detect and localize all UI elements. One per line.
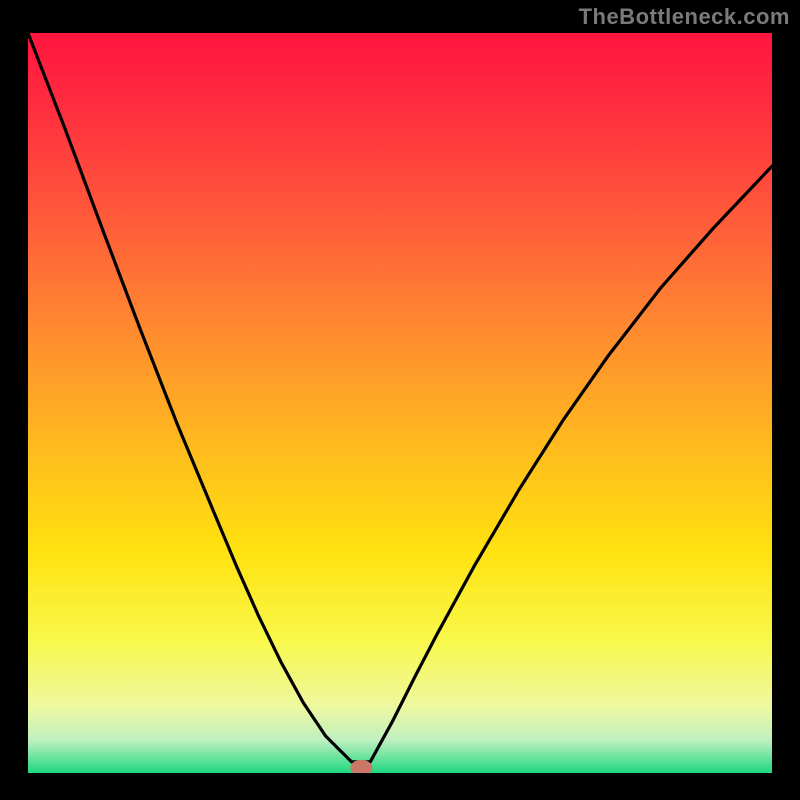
plot-area: [28, 33, 772, 773]
gradient-background: [28, 33, 772, 773]
watermark-text: TheBottleneck.com: [579, 4, 790, 30]
chart-container: TheBottleneck.com: [0, 0, 800, 800]
plot-svg: [28, 33, 772, 773]
